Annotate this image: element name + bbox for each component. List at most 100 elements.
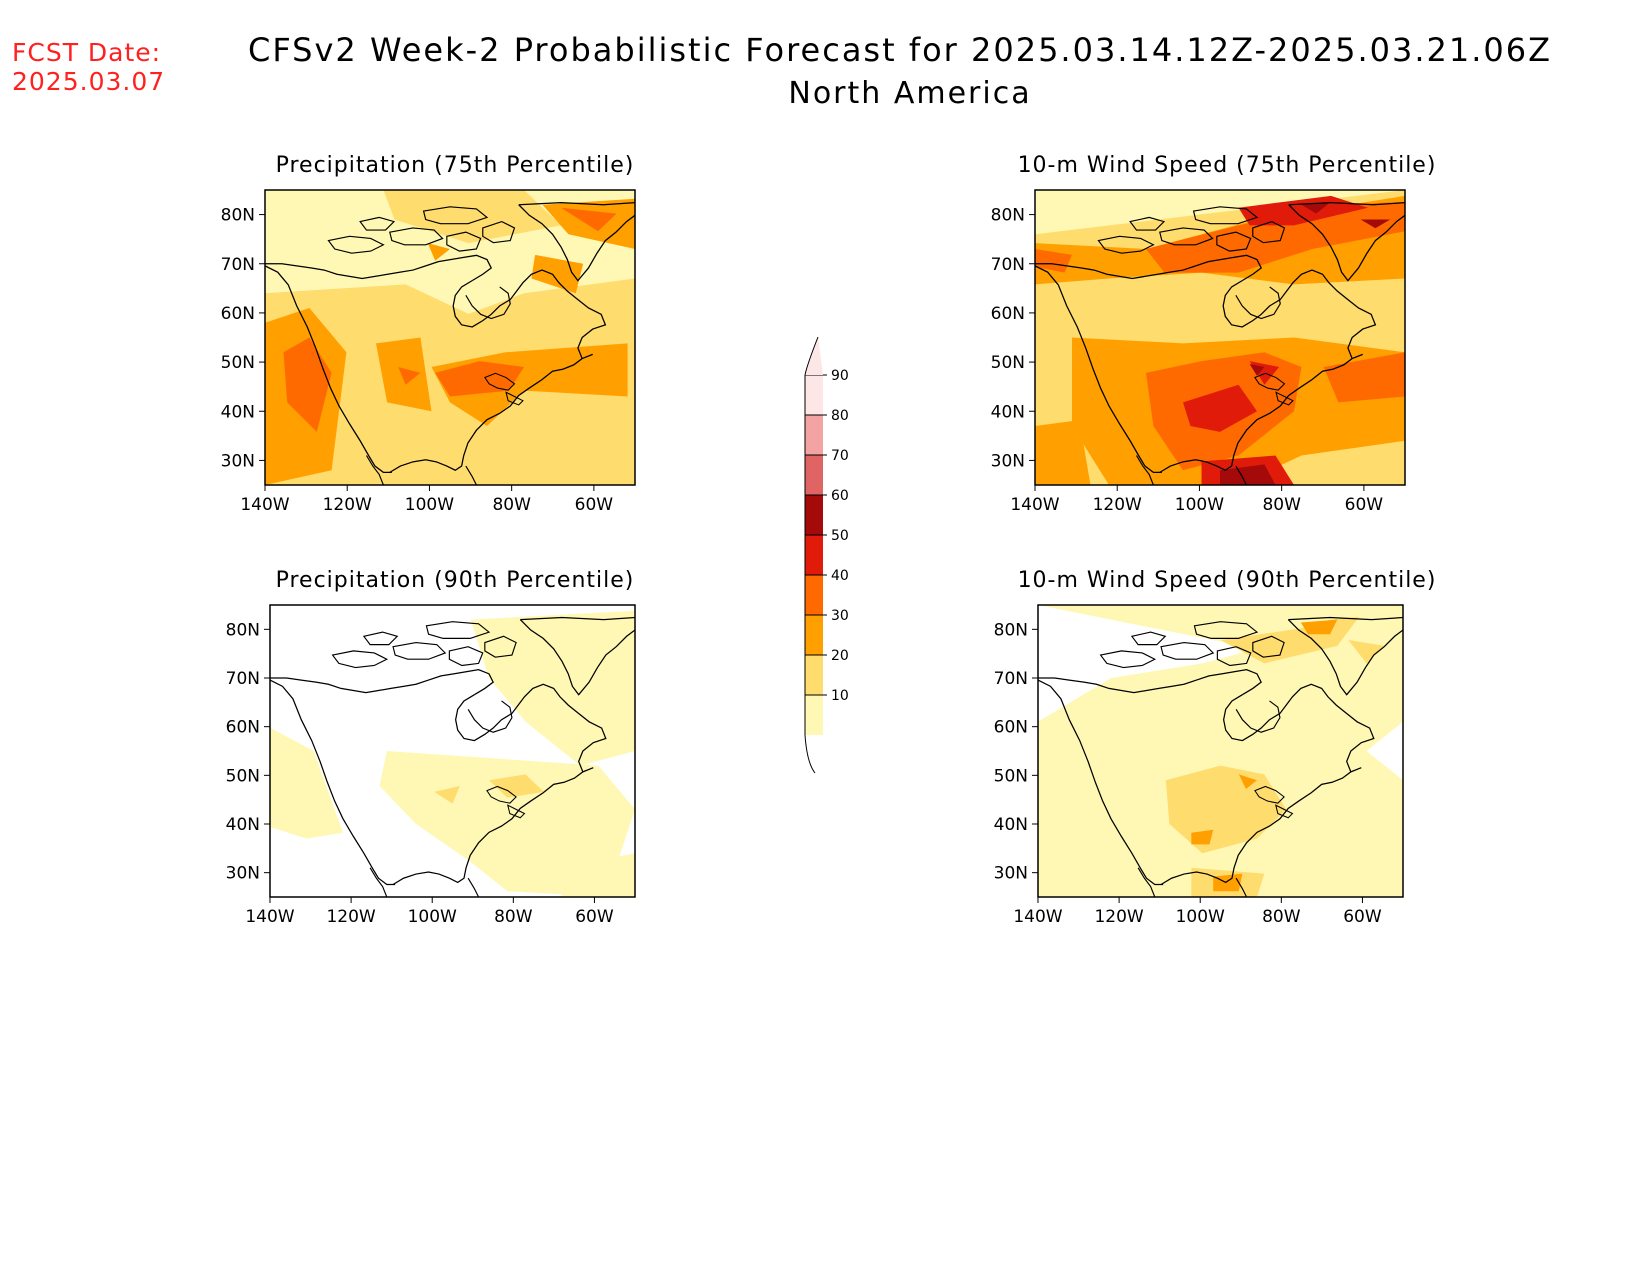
lat-tick-label: 80N — [994, 620, 1028, 640]
lon-tick-label: 100W — [405, 495, 454, 515]
lat-tick-label: 70N — [991, 255, 1025, 275]
panel-title: Precipitation (90th Percentile) — [276, 568, 635, 593]
probability-field — [265, 190, 635, 485]
lat-tick-label: 60N — [226, 718, 260, 738]
lat-tick-label: 40N — [994, 815, 1028, 835]
lat-tick-label: 60N — [991, 304, 1025, 324]
map-panel-wind90: 10-m Wind Speed (90th Percentile) 80N 70N 6… — [994, 568, 1437, 927]
colorbar-swatch — [805, 375, 823, 415]
page-subtitle: North America — [788, 76, 1032, 111]
lon-tick-label: 60W — [1343, 907, 1382, 927]
prob-region-10 — [562, 853, 635, 897]
probability-field — [270, 610, 635, 897]
colorbar-label: 90 — [831, 368, 849, 384]
prob-region-40 — [398, 367, 421, 385]
lon-tick-label: 120W — [326, 907, 375, 927]
lat-tick-label: 60N — [221, 304, 255, 324]
map-frame — [1034, 189, 1406, 486]
prob-region-30 — [427, 243, 450, 261]
prob-region-40 — [561, 207, 617, 232]
lat-tick-label: 40N — [226, 815, 260, 835]
prob-region-20 — [1165, 765, 1287, 854]
forecast-date-label: FCST Date: 2025.03.07 — [12, 38, 165, 96]
colorbar-label: 60 — [831, 488, 849, 504]
lat-tick-label: 70N — [221, 255, 255, 275]
map-panel-wind75: 10-m Wind Speed (75th Percentile) 80N 70N 6… — [991, 153, 1437, 515]
lat-tick-label: 30N — [991, 451, 1025, 471]
lat-tick-label: 70N — [994, 669, 1028, 689]
colorbar-label: 20 — [831, 648, 849, 664]
lat-tick-label: 40N — [221, 402, 255, 422]
colorbar: 90 80 70 60 50 40 30 20 10 — [804, 336, 849, 774]
colorbar-swatch — [805, 495, 823, 535]
prob-region-30 — [1035, 420, 1091, 485]
colorbar-label: 50 — [831, 528, 849, 544]
colorbar-swatch — [805, 695, 823, 735]
lon-tick-label: 80W — [1262, 907, 1301, 927]
prob-region-30 — [1238, 774, 1257, 789]
lat-tick-label: 50N — [221, 353, 255, 373]
colorbar-swatch — [805, 535, 823, 575]
prob-region-60 — [1301, 201, 1331, 214]
colorbar-label: 30 — [831, 608, 849, 624]
lat-tick-label: 80N — [226, 620, 260, 640]
colorbar-label: 10 — [831, 688, 849, 704]
colorbar-swatch — [805, 655, 823, 695]
lon-tick-label: 80W — [492, 495, 531, 515]
map-frame — [1037, 604, 1404, 898]
lon-tick-label: 140W — [1010, 495, 1059, 515]
prob-region-40 — [1146, 201, 1405, 273]
lon-tick-label: 100W — [408, 907, 457, 927]
lon-tick-label: 140W — [245, 907, 294, 927]
lat-tick-label: 60N — [994, 718, 1028, 738]
prob-region-30 — [1213, 873, 1243, 892]
colorbar-top-outline — [804, 336, 819, 376]
fcst-date-value: 2025.03.07 — [12, 67, 166, 96]
probability-field — [1035, 190, 1405, 485]
lon-tick-label: 60W — [1345, 495, 1384, 515]
lon-tick-label: 100W — [1175, 495, 1224, 515]
prob-region-40 — [283, 337, 332, 432]
map-frame — [269, 604, 636, 898]
lat-tick-label: 50N — [991, 353, 1025, 373]
map-panel-precip75: Precipitation (75th Percentile) 80N 70N 60N… — [221, 153, 636, 515]
lon-tick-label: 140W — [240, 495, 289, 515]
colorbar-bottom-outline — [804, 734, 816, 774]
panel-title: Precipitation (75th Percentile) — [276, 153, 635, 178]
lon-tick-label: 60W — [575, 907, 614, 927]
probability-field — [1038, 605, 1403, 897]
lat-tick-label: 30N — [226, 864, 260, 884]
fcst-date-caption: FCST Date: — [12, 38, 162, 67]
prob-region-20 — [489, 774, 544, 798]
prob-region-20 — [1348, 640, 1385, 664]
colorbar-top-arrow — [805, 337, 823, 375]
prob-region-50 — [1183, 384, 1257, 432]
prob-region-30 — [531, 254, 584, 294]
colorbar-swatch — [805, 455, 823, 495]
lon-tick-label: 100W — [1176, 907, 1225, 927]
lon-tick-label: 80W — [1262, 495, 1301, 515]
lat-tick-label: 30N — [221, 451, 255, 471]
colorbar-label: 40 — [831, 568, 849, 584]
prob-region-60 — [1220, 464, 1276, 485]
prob-region-10 — [423, 774, 453, 792]
prob-region-30 — [1300, 619, 1338, 635]
panel-title: 10-m Wind Speed (75th Percentile) — [1018, 153, 1437, 178]
colorbar-label: 70 — [831, 448, 849, 464]
prob-region-30 — [1191, 829, 1214, 845]
panel-title: 10-m Wind Speed (90th Percentile) — [1018, 568, 1437, 593]
map-panel-precip90: Precipitation (90th Percentile) 80N 70N 60N… — [226, 568, 636, 927]
colorbar-swatch — [805, 415, 823, 455]
prob-region-20 — [434, 786, 460, 804]
prob-region-40 — [1035, 249, 1072, 273]
prob-region-60 — [1249, 364, 1265, 376]
lon-tick-label: 80W — [494, 907, 533, 927]
lat-tick-label: 70N — [226, 669, 260, 689]
lon-tick-label: 140W — [1013, 907, 1062, 927]
prob-region-40 — [435, 361, 524, 397]
colorbar-swatch — [805, 615, 823, 655]
lat-tick-label: 80N — [991, 206, 1025, 226]
lon-tick-label: 60W — [575, 495, 614, 515]
colorbar-swatch — [805, 575, 823, 615]
